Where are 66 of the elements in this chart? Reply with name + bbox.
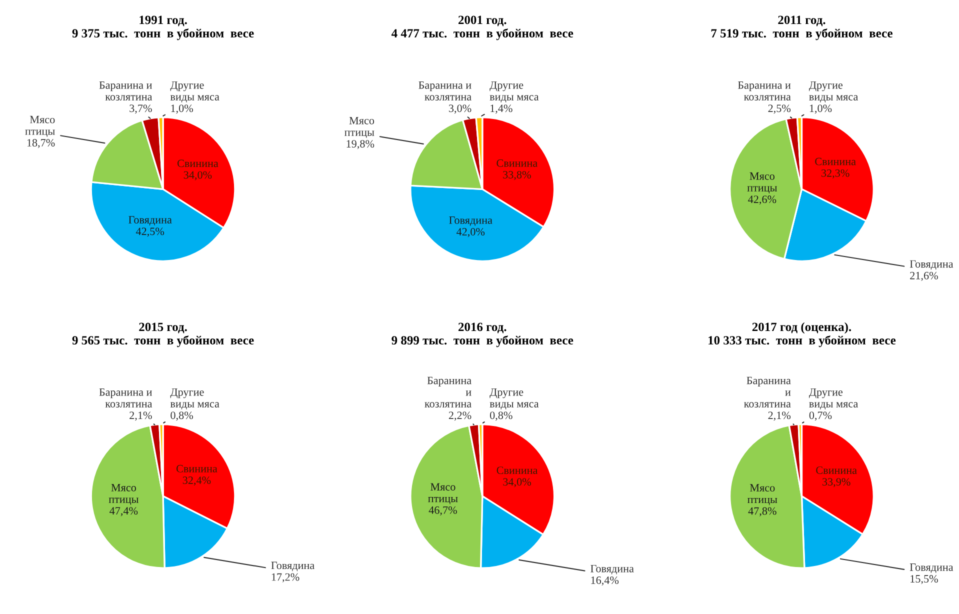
chart-title: 2016 год. 9 899 тыс. тонн в убойном весе [392, 322, 574, 348]
slice-label: Другие виды мяса [170, 388, 220, 410]
slice-label: Другие виды мяса [490, 388, 539, 410]
slice-label: Говядина [128, 216, 172, 226]
slice-label: Мясо птицы [344, 116, 374, 138]
slice-label: Другие виды мяса [808, 388, 858, 410]
slice-label: Свинина [496, 466, 538, 474]
data-label: 1,4% [490, 104, 512, 114]
slice-label: Баранина и козлятина [738, 81, 791, 100]
data-label: 2,1% [130, 412, 152, 421]
slice-label: Свинина [496, 159, 538, 167]
data-label: 18,7% [27, 139, 55, 148]
data-label: 32,3% [822, 169, 850, 178]
chart-title: 2001 год. 4 477 тыс. тонн в убойном весе [391, 16, 574, 40]
slice-label: Говядина [271, 562, 314, 572]
slice-label: Мясо птицы [108, 484, 138, 506]
slice-label: Другие виды мяса [808, 81, 858, 103]
data-label: 2,1% [768, 412, 791, 421]
data-label: 0,7% [809, 412, 832, 421]
data-label: 0,8% [170, 412, 193, 421]
slice-label: Мясо птицы [747, 172, 777, 194]
slice-label: Мясо птицы [25, 116, 55, 137]
data-label: 34,0% [184, 171, 212, 180]
slice-label: Баранина и козлятина [744, 376, 791, 408]
data-label: 21,6% [910, 272, 938, 281]
slice-label: Свинина [815, 158, 856, 166]
slice-label: Говядина [590, 564, 634, 574]
data-label: 32,4% [182, 476, 211, 486]
data-label: 2,2% [448, 412, 472, 421]
data-label: 1,0% [810, 104, 832, 114]
slice-label: Говядина [910, 260, 954, 270]
data-label: 0,8% [490, 412, 512, 421]
chart-title: 1991 год. 9 375 тыс. тонн в убойном весе [72, 16, 254, 40]
slice-label: Свинина [816, 466, 857, 474]
slice-label: Мясо птицы [748, 484, 778, 506]
data-label: 42,0% [456, 228, 485, 238]
data-label: 3,7% [130, 104, 152, 114]
data-label: 1,0% [171, 104, 193, 114]
chart-title: 2017 год (оценка). 10 333 тыс. тонн в убойном весе [708, 322, 896, 348]
data-label: 33,9% [822, 478, 850, 488]
slice-label: Свинина [177, 160, 218, 168]
data-label: 19,8% [346, 140, 374, 150]
data-label: 47,8% [748, 507, 776, 516]
data-label: 3,0% [448, 104, 472, 114]
data-label: 47,4% [110, 507, 138, 516]
slice-label: Баранина и козлятина [418, 81, 472, 100]
slice-label: Говядина [910, 564, 954, 573]
data-label: 46,7% [428, 506, 457, 516]
slice-label: Другие виды мяса [490, 81, 539, 103]
slice-label: Баранина и козлятина [99, 388, 152, 408]
slice-label: Свинина [176, 464, 218, 472]
slice-label: Мясо птицы [428, 483, 458, 504]
data-label: 16,4% [591, 576, 619, 586]
data-label: 33,8% [503, 170, 531, 180]
data-label: 34,0% [503, 478, 531, 488]
data-label: 2,5% [768, 104, 791, 114]
slice-label: Другие виды мяса [170, 81, 220, 103]
data-label: 42,6% [748, 196, 776, 205]
data-label: 42,5% [136, 228, 164, 237]
slice-label: Баранина и козлятина [99, 81, 152, 100]
slice-label: Баранина и козлятина [424, 376, 472, 408]
chart-title: 2015 год. 9 565 тыс. тонн в убойном весе [72, 322, 254, 348]
data-label: 17,2% [272, 573, 300, 582]
slice-label: Говядина [449, 216, 492, 226]
data-label: 15,5% [910, 575, 938, 584]
chart-title: 2011 год. 7 519 тыс. тонн в убойном весе [711, 16, 892, 40]
